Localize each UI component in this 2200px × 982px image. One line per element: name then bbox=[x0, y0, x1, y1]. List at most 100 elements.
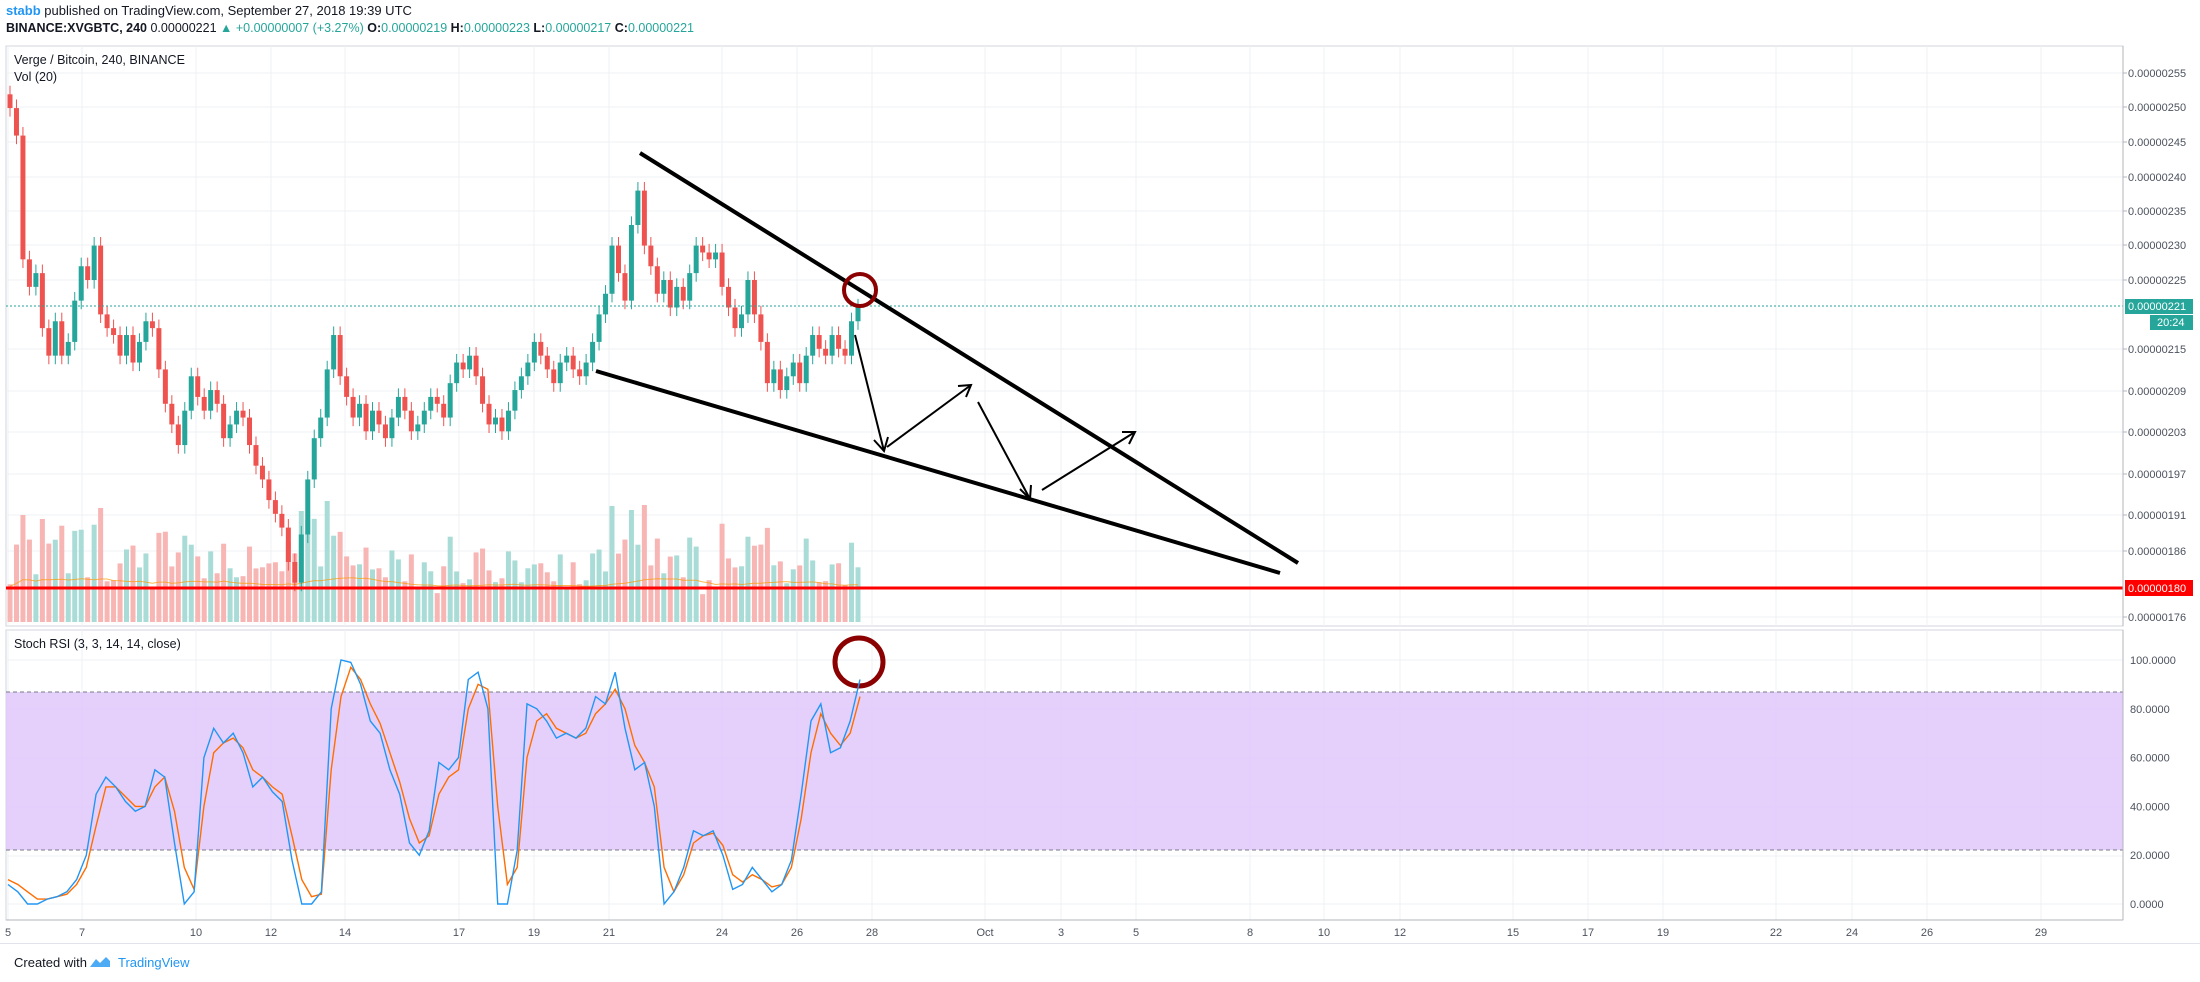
candle-body bbox=[797, 362, 803, 384]
last-price-badge-text: 0.00000221 bbox=[2128, 301, 2186, 313]
volume-bar bbox=[641, 505, 647, 622]
candle-body bbox=[480, 376, 486, 404]
candle-body bbox=[46, 328, 52, 356]
candle-body bbox=[615, 245, 621, 274]
volume-bar bbox=[221, 543, 227, 622]
candle-body bbox=[771, 369, 777, 384]
volume-bar bbox=[7, 584, 13, 622]
open-label: O: bbox=[367, 21, 382, 35]
drawings[interactable] bbox=[595, 151, 1300, 689]
volume-bar bbox=[395, 559, 401, 622]
volume-bar bbox=[247, 546, 253, 622]
time-tick-label: 10 bbox=[190, 927, 202, 939]
volume-bar bbox=[428, 571, 434, 622]
upper-trendline[interactable] bbox=[638, 151, 1300, 565]
candle-body bbox=[253, 445, 259, 466]
candle-body bbox=[324, 369, 330, 418]
price-tick-label: 0.00000230 bbox=[2128, 240, 2186, 252]
volume-legend: Vol (20) bbox=[14, 70, 57, 84]
breakout-circle[interactable] bbox=[842, 272, 878, 308]
price-axis[interactable]: 0.00000255 0.00000250 0.00000245 0.00000240… bbox=[2122, 46, 2186, 626]
volume-bar bbox=[447, 536, 453, 622]
candle-body bbox=[836, 335, 842, 349]
time-tick-label: Oct bbox=[976, 927, 993, 939]
candle-body bbox=[577, 369, 583, 377]
volume-bar bbox=[104, 581, 110, 622]
projection-arrows[interactable] bbox=[854, 334, 1137, 502]
volume-bar bbox=[214, 573, 220, 622]
candle-body bbox=[52, 321, 58, 356]
time-tick-label: 21 bbox=[603, 927, 615, 939]
header: stabb published on TradingView.com, Sept… bbox=[0, 0, 2200, 38]
time-tick-label: 22 bbox=[1770, 927, 1782, 939]
candle-body bbox=[143, 321, 149, 342]
candle-body bbox=[855, 307, 861, 322]
volume-bar bbox=[784, 583, 790, 622]
time-tick-label: 15 bbox=[1507, 927, 1519, 939]
rsi-axis[interactable]: 100.0000 80.0000 60.0000 40.0000 20.0000 0.00… bbox=[2122, 630, 2176, 920]
candle-body bbox=[156, 328, 162, 370]
price-tick-label: 0.00000255 bbox=[2128, 68, 2186, 80]
volume-bar bbox=[648, 565, 654, 622]
candle-body bbox=[454, 362, 460, 384]
volume-bar bbox=[751, 545, 757, 622]
chart-title: Verge / Bitcoin, 240, BINANCE bbox=[14, 53, 185, 67]
volume-bar bbox=[764, 527, 770, 622]
volume-bar bbox=[622, 539, 628, 622]
volume-bar bbox=[855, 567, 861, 622]
volume-bar bbox=[492, 582, 498, 622]
volume-bar bbox=[402, 581, 408, 622]
price-tick-label: 0.00000203 bbox=[2128, 427, 2186, 439]
volume-bar bbox=[816, 582, 822, 622]
time-tick-label: 12 bbox=[265, 927, 277, 939]
volume-bar bbox=[382, 577, 388, 622]
candle-body bbox=[234, 410, 240, 425]
lower-trendline[interactable] bbox=[595, 369, 1281, 575]
volume-bar bbox=[680, 577, 686, 622]
volume-bar bbox=[318, 566, 324, 622]
candle-body bbox=[499, 417, 505, 432]
volume-bar bbox=[279, 571, 285, 622]
tradingview-link[interactable]: TradingView bbox=[118, 955, 190, 970]
close-value: 0.00000221 bbox=[627, 21, 694, 35]
rsi-tick-label: 40.0000 bbox=[2130, 801, 2170, 813]
last-price-badge: 0.00000221 20:24 bbox=[2125, 299, 2193, 330]
price-tick-label: 0.00000215 bbox=[2128, 344, 2186, 356]
candle-body bbox=[790, 362, 796, 377]
stoch-rsi-legend: Stoch RSI (3, 3, 14, 14, close) bbox=[14, 637, 181, 651]
candle-body bbox=[305, 479, 311, 535]
price-tick-label: 0.00000176 bbox=[2128, 612, 2186, 624]
candle-body bbox=[551, 369, 557, 384]
author-link[interactable]: stabb bbox=[6, 3, 41, 18]
candle-body bbox=[842, 348, 848, 356]
volume-bar bbox=[583, 580, 589, 622]
candle-body bbox=[337, 335, 343, 377]
candle-body bbox=[525, 362, 531, 377]
rsi-tick-label: 80.0000 bbox=[2130, 704, 2170, 716]
volume-bar bbox=[700, 594, 706, 622]
volume-bar bbox=[156, 532, 162, 622]
candle-body bbox=[531, 341, 537, 363]
candle-body bbox=[473, 355, 479, 377]
volume-bar bbox=[577, 584, 583, 622]
volume-bar bbox=[357, 564, 363, 622]
tradingview-logo-icon[interactable] bbox=[88, 955, 112, 969]
time-tick-label: 3 bbox=[1058, 927, 1064, 939]
candle-body bbox=[136, 341, 142, 363]
low-label: L: bbox=[533, 21, 546, 35]
time-tick-label: 5 bbox=[1133, 927, 1139, 939]
volume-bar bbox=[227, 568, 233, 622]
time-axis[interactable]: 5 7 10 12 14 17 19 21 24 26 28 Oct 3 5 8 10 12 15 17 19 22 24… bbox=[5, 919, 2123, 939]
candle-body bbox=[849, 321, 855, 356]
volume-bar bbox=[182, 535, 188, 622]
chart-area[interactable]: 0.00000255 0.00000250 0.00000245 0.00000240… bbox=[0, 0, 2200, 943]
candle-body bbox=[635, 190, 641, 225]
volume-bar bbox=[713, 589, 719, 622]
candle-body bbox=[85, 266, 91, 280]
volume-bar bbox=[687, 537, 693, 622]
candle-body bbox=[26, 259, 32, 287]
candle-body bbox=[680, 286, 686, 301]
candle-body bbox=[247, 417, 253, 446]
volume-bar bbox=[33, 574, 39, 622]
time-tick-label: 24 bbox=[716, 927, 728, 939]
